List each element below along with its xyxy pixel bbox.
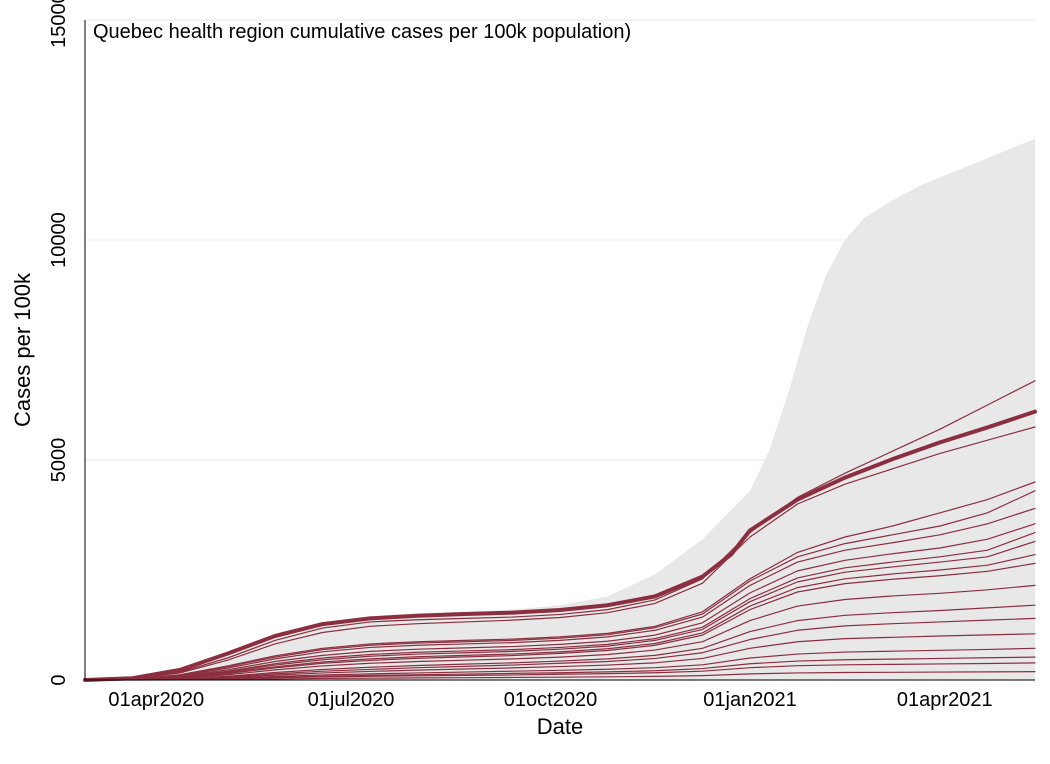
x-tick-label: 01apr2020 (108, 689, 204, 711)
shaded-region (85, 139, 1035, 680)
chart-svg: 0 5000 10000 15000 01apr2020 01jul2020 01oct20… (0, 0, 1050, 764)
chart-container: 0 5000 10000 15000 01apr2020 01jul2020 01oct20… (0, 0, 1050, 764)
chart-title: Quebec health region cumulative cases pe… (93, 21, 631, 43)
x-tick-label: 01oct2020 (504, 689, 597, 711)
y-tick-label: 0 (48, 674, 70, 685)
y-tick-label: 5000 (48, 438, 70, 483)
y-tick-label: 10000 (48, 212, 70, 268)
x-tick-label: 01apr2021 (897, 689, 993, 711)
x-tick-label: 01jan2021 (703, 689, 796, 711)
y-tick-label: 15000 (48, 0, 70, 48)
y-axis-label: Cases per 100k (10, 272, 35, 427)
x-tick-label: 01jul2020 (308, 689, 395, 711)
x-axis-label: Date (537, 714, 583, 739)
